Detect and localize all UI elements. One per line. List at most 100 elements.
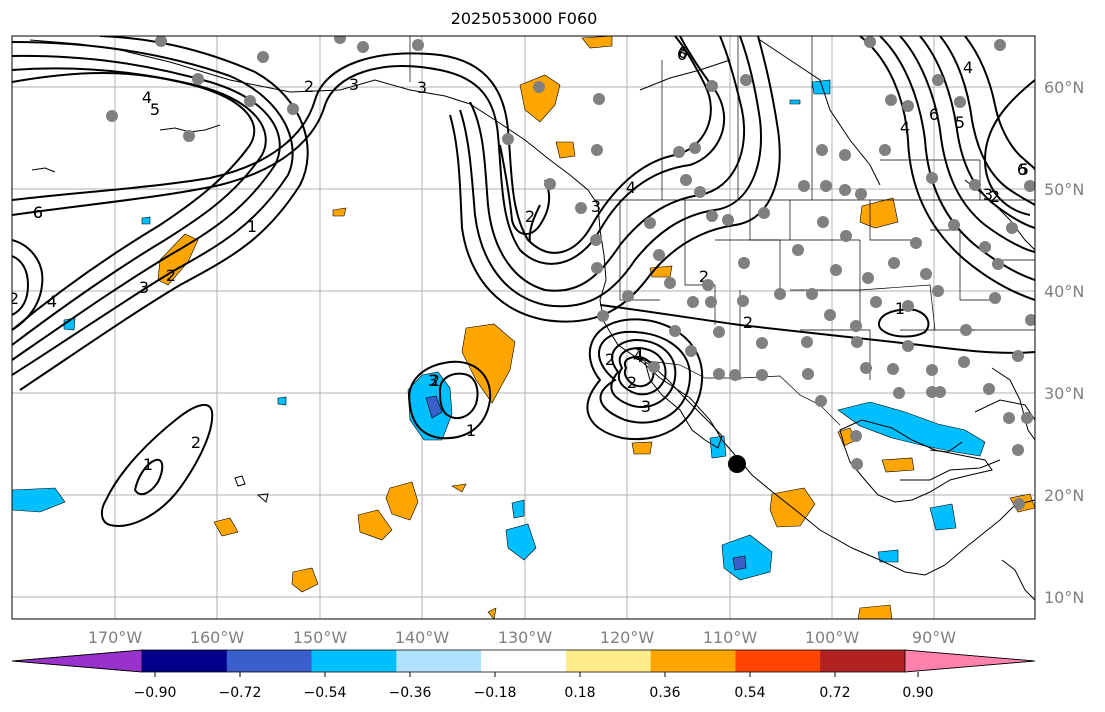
station-dot xyxy=(680,174,692,186)
colorbar-segment xyxy=(311,650,397,672)
station-dot xyxy=(824,309,836,321)
lat-tick-label: 40°N xyxy=(1044,282,1084,301)
station-dot xyxy=(257,51,269,63)
station-dot xyxy=(685,345,697,357)
colorbar-segment xyxy=(565,650,652,672)
station-dot xyxy=(644,217,656,229)
map-area xyxy=(12,36,1035,619)
longitude-labels: 170°W 160°W 150°W 140°W 130°W 120°W 110°W 100°W… xyxy=(88,628,956,647)
station-dot xyxy=(738,257,750,269)
contour-label: 2 xyxy=(191,433,201,452)
contour-label: 4 xyxy=(963,58,973,77)
station-dot xyxy=(334,36,346,44)
lat-tick-label: 10°N xyxy=(1044,588,1084,607)
station-dot xyxy=(888,257,900,269)
station-dot xyxy=(1024,180,1035,192)
contour-label: 3 xyxy=(139,278,149,297)
colorbar xyxy=(11,649,1036,673)
contour-label: 2 xyxy=(430,371,440,390)
colorbar-tick-label: −0.54 xyxy=(304,685,347,701)
contour-lines xyxy=(12,36,1035,527)
station-dot xyxy=(948,219,960,231)
station-dot xyxy=(830,264,842,276)
station-dot xyxy=(958,356,970,368)
contour-label: 3 xyxy=(641,397,651,416)
station-dot xyxy=(740,74,752,86)
contour-label: 2 xyxy=(9,289,19,308)
lon-tick-label: 170°W xyxy=(88,628,143,647)
station-dot xyxy=(1021,412,1033,424)
station-dot xyxy=(969,179,981,191)
colorbar-segment xyxy=(650,650,736,672)
station-dot xyxy=(183,130,195,142)
lon-tick-label: 90°W xyxy=(912,628,956,647)
colorbar-segment xyxy=(735,650,821,672)
station-dot xyxy=(839,184,851,196)
contour-label: 2 xyxy=(699,267,709,286)
station-dot xyxy=(669,325,681,337)
station-dot xyxy=(926,172,938,184)
contour-label: 2 xyxy=(525,207,535,226)
lon-tick-label: 150°W xyxy=(293,628,348,647)
storm-center-marker xyxy=(728,455,746,473)
station-dot xyxy=(664,277,676,289)
contour-label: 4 xyxy=(900,118,910,137)
contour-label: 1 xyxy=(635,345,645,364)
station-dot xyxy=(840,230,852,242)
map-title: 2025053000 F060 xyxy=(450,9,598,28)
contour-label: 5 xyxy=(150,100,160,119)
contour-label: 1 xyxy=(466,421,476,440)
station-dot xyxy=(960,324,972,336)
station-dot xyxy=(705,296,717,308)
station-dot xyxy=(713,368,725,380)
contour-label: 3 xyxy=(349,75,359,94)
contour-label: 5 xyxy=(955,113,965,132)
lon-tick-label: 120°W xyxy=(600,628,655,647)
station-dot xyxy=(851,336,863,348)
station-dot xyxy=(887,363,899,375)
lat-tick-label: 60°N xyxy=(1044,78,1084,97)
colorbar-tick-label: −0.18 xyxy=(474,685,517,701)
colorbar-tick-label: −0.90 xyxy=(134,685,177,701)
station-dot xyxy=(817,216,829,228)
contour-label: 4 xyxy=(47,292,57,311)
station-dot xyxy=(244,95,256,107)
station-dot xyxy=(774,288,786,300)
station-dot xyxy=(575,202,587,214)
colorbar-tick-label: 0.54 xyxy=(734,685,765,701)
latitude-labels: 60°N 50°N 40°N 30°N 20°N 10°N xyxy=(1044,78,1084,607)
colorbar-tick-label: −0.72 xyxy=(219,685,262,701)
colorbar-segment xyxy=(481,650,567,672)
colorbar-extend-high xyxy=(904,649,1036,673)
station-dot xyxy=(926,364,938,376)
station-dot xyxy=(758,207,770,219)
colorbar-ticks: −0.90 −0.72 −0.54 −0.36 −0.18 0.18 0.36 0.54 0.7… xyxy=(134,672,934,701)
station-dot xyxy=(851,458,863,470)
contour-label: 2 xyxy=(627,373,637,392)
contour-label: 2 xyxy=(304,77,314,96)
station-dot xyxy=(687,296,699,308)
station-dot xyxy=(850,320,862,332)
colorbar-tick-label: 0.90 xyxy=(902,685,933,701)
colorbar-tick-label: −0.36 xyxy=(389,685,432,701)
contour-label: 4 xyxy=(633,347,643,366)
colorbar-segment xyxy=(226,650,313,672)
station-dot xyxy=(864,36,876,48)
contour-label: 2 xyxy=(166,266,176,285)
station-dot xyxy=(989,292,1001,304)
station-dot xyxy=(155,36,167,47)
lat-tick-label: 50°N xyxy=(1044,180,1084,199)
station-dot xyxy=(806,288,818,300)
station-dot xyxy=(702,279,714,291)
colorbar-segment xyxy=(142,650,228,672)
station-dot xyxy=(879,144,891,156)
station-dot xyxy=(706,210,718,222)
station-dot xyxy=(893,387,905,399)
station-dot xyxy=(926,386,938,398)
station-dot xyxy=(106,110,118,122)
station-dot xyxy=(798,180,810,192)
station-dot xyxy=(713,326,725,338)
lon-tick-label: 140°W xyxy=(395,628,450,647)
station-dot xyxy=(412,39,424,51)
